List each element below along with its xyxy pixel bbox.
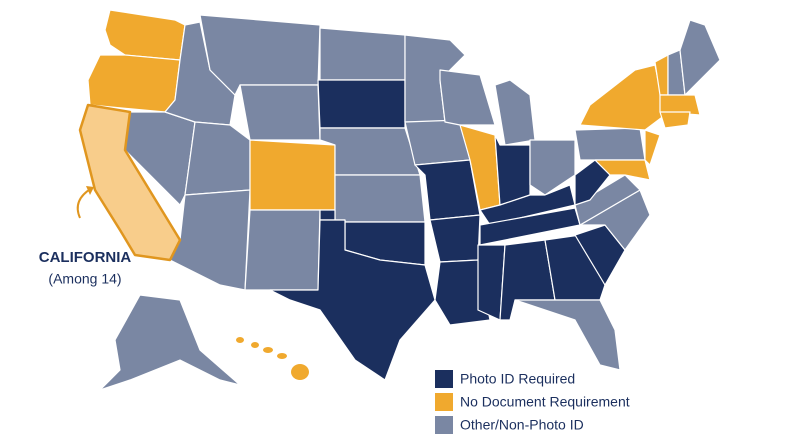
state (574, 127, 646, 161)
state (594, 159, 651, 181)
state (249, 139, 336, 211)
state (99, 294, 241, 391)
state (679, 19, 721, 96)
state (414, 159, 481, 221)
state (434, 259, 491, 326)
state (291, 364, 309, 380)
legend-swatch (435, 393, 453, 411)
state (319, 27, 406, 81)
callout-subtitle: (Among 14) (48, 271, 121, 287)
state (574, 174, 641, 226)
legend-label: No Document Requirement (460, 394, 630, 410)
state (184, 121, 251, 196)
state (169, 189, 251, 291)
state (494, 79, 536, 146)
state (529, 139, 576, 196)
state (494, 134, 531, 206)
legend-label: Other/Non-Photo ID (460, 417, 584, 433)
state (239, 84, 321, 141)
state (429, 214, 481, 263)
state (579, 64, 666, 131)
state-highlighted (78, 103, 182, 262)
state (544, 234, 606, 301)
state (319, 127, 421, 176)
state (236, 337, 244, 343)
state (244, 209, 321, 291)
state (439, 69, 496, 126)
state (644, 129, 661, 166)
state (659, 111, 691, 129)
state (269, 219, 436, 381)
state (514, 299, 621, 371)
state (251, 342, 259, 348)
legend-label: Photo ID Required (460, 371, 575, 387)
legend-swatch (435, 370, 453, 388)
state (574, 159, 611, 206)
callout-arrowhead (86, 186, 94, 195)
state (277, 353, 287, 359)
state (334, 174, 426, 223)
state (87, 54, 181, 113)
states (78, 9, 721, 391)
state (263, 347, 273, 353)
legend-swatch (435, 416, 453, 434)
state (317, 79, 406, 129)
state (659, 94, 701, 116)
legend: Photo ID Required No Document Requirement… (435, 370, 630, 434)
callout-title: CALIFORNIA (39, 249, 132, 266)
state (104, 9, 186, 61)
